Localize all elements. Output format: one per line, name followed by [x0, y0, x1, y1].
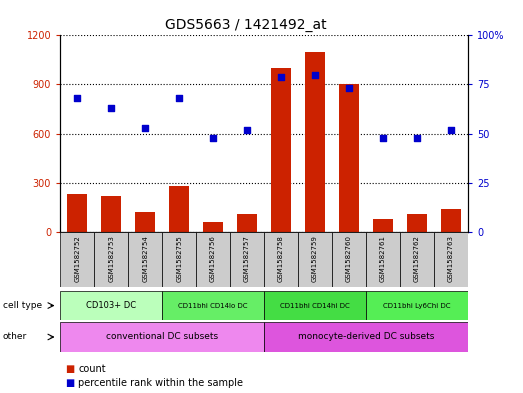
- Bar: [366, 291, 468, 320]
- Text: ■: ■: [65, 378, 75, 388]
- Text: CD11bhi Ly6Chi DC: CD11bhi Ly6Chi DC: [383, 303, 451, 309]
- Bar: [441, 209, 461, 232]
- Text: count: count: [78, 364, 106, 374]
- Text: GSM1582753: GSM1582753: [108, 235, 114, 282]
- Bar: [407, 214, 427, 232]
- Point: [209, 134, 218, 141]
- Point: [107, 105, 116, 111]
- Text: GSM1582760: GSM1582760: [346, 235, 352, 282]
- Text: GSM1582763: GSM1582763: [448, 235, 454, 282]
- Bar: [230, 232, 264, 287]
- Point: [277, 73, 286, 80]
- Text: conventional DC subsets: conventional DC subsets: [106, 332, 218, 342]
- Point: [175, 95, 184, 101]
- Bar: [162, 232, 196, 287]
- Bar: [237, 214, 257, 232]
- Text: GSM1582762: GSM1582762: [414, 235, 420, 282]
- Text: GSM1582757: GSM1582757: [244, 235, 250, 282]
- Bar: [373, 219, 393, 232]
- Point: [345, 85, 354, 92]
- Bar: [60, 232, 94, 287]
- Text: CD11bhi CD14hi DC: CD11bhi CD14hi DC: [280, 303, 350, 309]
- Bar: [339, 84, 359, 232]
- Bar: [60, 322, 264, 352]
- Text: GSM1582755: GSM1582755: [176, 235, 182, 282]
- Point: [73, 95, 82, 101]
- Bar: [400, 232, 434, 287]
- Bar: [162, 291, 264, 320]
- Bar: [135, 212, 155, 232]
- Bar: [434, 232, 468, 287]
- Text: CD11bhi CD14lo DC: CD11bhi CD14lo DC: [178, 303, 248, 309]
- Bar: [366, 232, 400, 287]
- Bar: [60, 291, 162, 320]
- Bar: [128, 232, 162, 287]
- Bar: [101, 196, 121, 232]
- Bar: [264, 232, 298, 287]
- Text: monocyte-derived DC subsets: monocyte-derived DC subsets: [298, 332, 434, 342]
- Point: [311, 72, 320, 78]
- Text: cell type: cell type: [3, 301, 42, 310]
- Bar: [169, 186, 189, 232]
- Text: GSM1582756: GSM1582756: [210, 235, 216, 282]
- Bar: [203, 222, 223, 232]
- Text: CD103+ DC: CD103+ DC: [86, 301, 136, 310]
- Text: other: other: [3, 332, 27, 342]
- Text: GSM1582754: GSM1582754: [142, 235, 148, 282]
- Bar: [305, 52, 325, 232]
- Text: GSM1582759: GSM1582759: [312, 235, 318, 282]
- Text: ■: ■: [65, 364, 75, 374]
- Bar: [94, 232, 128, 287]
- Bar: [196, 232, 230, 287]
- Bar: [332, 232, 366, 287]
- Text: GSM1582758: GSM1582758: [278, 235, 284, 282]
- Point: [141, 125, 150, 131]
- Bar: [264, 291, 366, 320]
- Text: percentile rank within the sample: percentile rank within the sample: [78, 378, 243, 388]
- Text: GDS5663 / 1421492_at: GDS5663 / 1421492_at: [165, 18, 327, 32]
- Bar: [271, 68, 291, 232]
- Point: [413, 134, 422, 141]
- Text: GSM1582761: GSM1582761: [380, 235, 386, 282]
- Bar: [67, 194, 87, 232]
- Text: GSM1582752: GSM1582752: [74, 235, 80, 282]
- Point: [447, 127, 456, 133]
- Point: [379, 134, 388, 141]
- Bar: [298, 232, 332, 287]
- Bar: [264, 322, 468, 352]
- Point: [243, 127, 252, 133]
